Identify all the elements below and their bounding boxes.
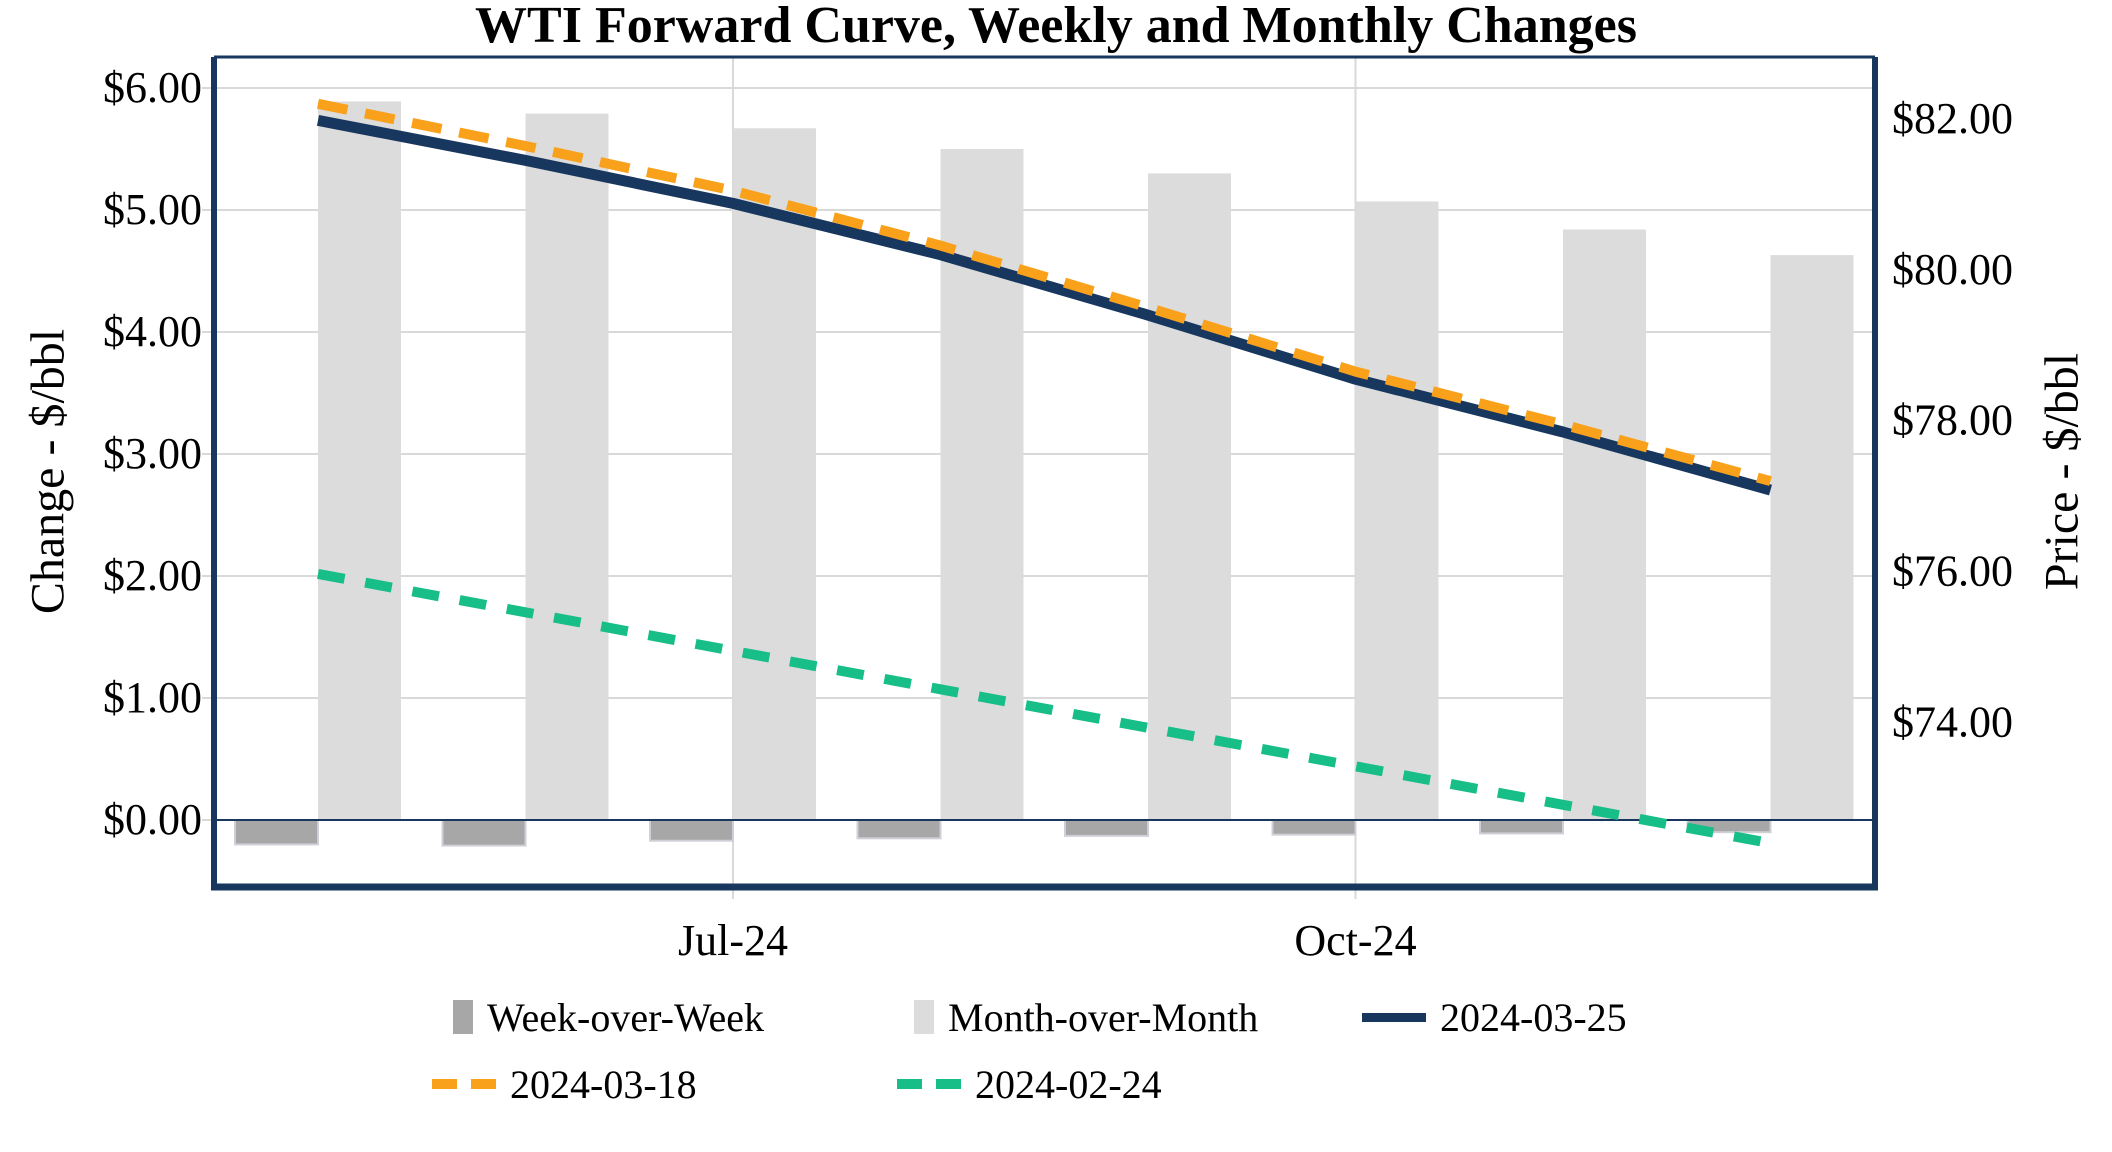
left-axis-label: $1.00 [103,673,202,722]
left-axis-label: $5.00 [103,185,202,234]
bar-week-over-week [234,819,319,846]
left-axis-label: $6.00 [103,63,202,112]
right-axis-label: $78.00 [1892,396,2013,445]
bar-month-over-month [1770,255,1854,820]
x-axis-label: Oct-24 [1294,916,1416,965]
line-2024-02-24 [317,568,1772,849]
right-axis-label: $76.00 [1892,547,2013,596]
right-axis-label: $74.00 [1892,698,2013,747]
left-axis-label: $4.00 [103,307,202,356]
bar-month-over-month [733,128,816,820]
bar-month-over-month [525,113,609,821]
bar-week-over-week [441,819,527,847]
chart-title: WTI Forward Curve, Weekly and Monthly Ch… [475,0,1637,54]
right-axis-label: $82.00 [1892,94,2013,143]
right-axis-label: $80.00 [1892,245,2013,294]
bar-week-over-week [649,819,734,842]
left-axis-label: $3.00 [103,429,202,478]
bar-month-over-month [1563,229,1646,820]
bar-week-over-week [1479,819,1564,835]
left-axis-label: $2.00 [103,551,202,600]
bar-week-over-week [856,819,942,840]
bar-week-over-week [1064,819,1149,837]
left-axis-label: $0.00 [103,795,202,844]
bar-month-over-month [318,101,401,821]
bar-month-over-month [1355,201,1439,820]
bar-week-over-week [1271,819,1357,836]
line-2024-03-18 [317,98,1772,486]
x-axis-label: Jul-24 [678,916,788,965]
bar-month-over-month [1148,173,1231,820]
line-2024-03-25 [316,114,1772,496]
